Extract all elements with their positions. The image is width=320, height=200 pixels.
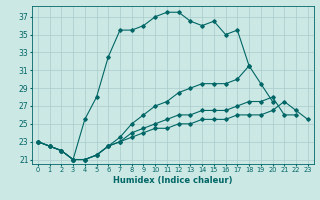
X-axis label: Humidex (Indice chaleur): Humidex (Indice chaleur)	[113, 176, 233, 185]
